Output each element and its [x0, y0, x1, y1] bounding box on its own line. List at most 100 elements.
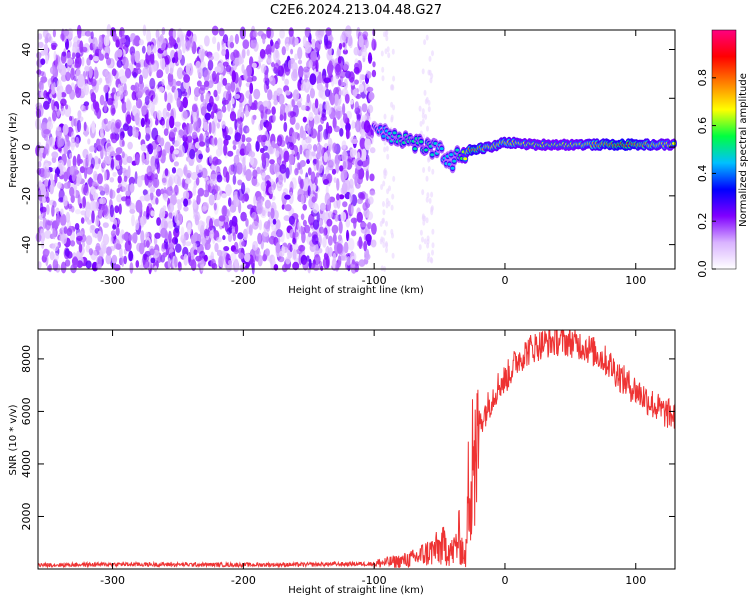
signal-core — [413, 147, 417, 151]
spectrogram-noise-blob — [126, 100, 132, 112]
spectrogram-noise-blob — [192, 201, 197, 210]
spectrogram-noise-blob — [232, 232, 237, 242]
spectrogram-noise-blob — [82, 158, 89, 169]
spectrogram-noise-blob — [86, 219, 93, 225]
spectrogram-noise-blob — [145, 127, 152, 134]
spectrogram-noise-blob — [424, 113, 428, 120]
spectrogram-noise-blob — [79, 203, 83, 209]
spectrogram-noise-blob — [55, 126, 62, 132]
spectrogram-noise-blob — [358, 259, 366, 267]
spectrogram-noise-blob — [59, 213, 67, 226]
spectrogram-noise-blob — [342, 42, 346, 48]
spectrogram-noise-blob — [43, 43, 49, 56]
x-tick-label: 0 — [501, 574, 508, 587]
spectrogram-noise-blob — [165, 118, 170, 131]
spectrogram-noise-blob — [426, 192, 430, 199]
spectrogram-noise-blob — [55, 213, 61, 227]
spectrogram-noise-blob — [51, 151, 59, 159]
spectrogram-noise-blob — [391, 193, 395, 200]
spectrogram-noise-blob — [212, 36, 217, 45]
spectrogram-noise-blob — [35, 232, 42, 243]
spectrogram-noise-blob — [45, 196, 50, 203]
spectrogram-noise-blob — [190, 234, 195, 245]
spectrogram-noise-blob — [234, 132, 241, 142]
spectrogram-noise-blob — [225, 48, 230, 61]
spectrogram-noise-blob — [427, 69, 431, 76]
spectrogram-noise-blob — [150, 155, 156, 169]
spectrogram-noise-blob — [191, 104, 198, 113]
snr-y-axis-label: SNR (10 * v/v) — [8, 404, 19, 475]
spectrogram-noise-blob — [327, 235, 333, 246]
spectrogram-noise-blob — [169, 37, 176, 46]
spectrogram-noise-blob — [227, 150, 234, 157]
colorbar-tick-label: 0.4 — [696, 165, 709, 183]
spectrogram-noise-blob — [215, 73, 220, 84]
y-tick-label: 0 — [20, 144, 33, 151]
spectrogram-noise-blob — [124, 240, 132, 252]
y-tick-label: -20 — [20, 187, 33, 205]
spectrogram-noise-blob — [51, 88, 56, 95]
spectrogram-noise-blob — [163, 128, 169, 137]
spectrogram-noise-blob — [161, 27, 166, 35]
spectrogram-noise-blob — [392, 75, 396, 82]
spectrogram-noise-blob — [103, 183, 110, 193]
spectrogram-noise-blob — [99, 190, 106, 196]
snr-x-axis-label: Height of straight line (km) — [288, 585, 424, 596]
spectrogram-noise-blob — [60, 261, 67, 274]
spectrogram-noise-blob — [150, 210, 155, 217]
spectrogram-noise-blob — [236, 162, 243, 175]
spectrogram-noise-blob — [427, 156, 430, 163]
spectrogram-y-ticks: -40 -20 0 20 40 — [20, 43, 675, 254]
spectrogram-noise-blob — [199, 141, 206, 147]
spectrogram-noise-blob — [325, 27, 332, 36]
spectrogram-noise-blob — [105, 246, 112, 256]
spectrogram-noise-blob — [182, 96, 188, 109]
spectrogram-noise-blob — [326, 255, 330, 269]
spectrogram-noise-blob — [294, 168, 299, 176]
spectrogram-noise-blob — [200, 106, 207, 116]
spectrogram-noise-blob — [331, 168, 337, 175]
spectrogram-noise-blob — [109, 177, 115, 183]
spectrogram-noise-blob — [232, 61, 238, 71]
spectrogram-noise-blob — [237, 232, 244, 240]
spectrogram-noise-blob — [431, 50, 434, 57]
spectrogram-noise-blob — [66, 57, 73, 66]
spectrogram-noise-blob — [40, 88, 44, 100]
spectrogram-noise-blob — [334, 214, 339, 222]
spectrogram-noise-blob — [155, 29, 160, 39]
spectrogram-noise-blob — [156, 69, 164, 78]
spectrogram-noise-blob — [294, 37, 299, 46]
spectrogram-noise-blob — [63, 143, 68, 155]
spectrogram-noise-blob — [177, 49, 183, 61]
spectrogram-noise-blob — [311, 234, 319, 245]
spectrogram-noise-blob — [95, 217, 100, 227]
spectrogram-noise-blob — [249, 156, 255, 166]
spectrogram-noise-blob — [285, 256, 291, 265]
spectrogram-noise-blob — [120, 37, 127, 44]
spectrogram-noise-blob — [85, 235, 93, 246]
spectrogram-noise-blob — [135, 260, 140, 268]
spectrogram-noise-blob — [187, 222, 192, 235]
spectrogram-noise-blob — [76, 250, 83, 260]
spectrogram-noise-blob — [221, 105, 227, 113]
spectrogram-noise-blob — [308, 59, 313, 69]
spectrogram-noise-blob — [267, 146, 274, 155]
spectrogram-noise-blob — [383, 169, 386, 176]
spectrogram-noise-blob — [258, 219, 262, 231]
spectrogram-noise-blob — [276, 229, 283, 238]
spectrogram-noise-blob — [132, 39, 136, 46]
spectrogram-noise-blob — [175, 243, 182, 253]
spectrogram-noise-blob — [154, 232, 161, 239]
spectrogram-noise-blob — [332, 209, 338, 216]
spectrogram-noise-blob — [337, 255, 342, 268]
spectrogram-noise-blob — [203, 80, 210, 88]
spectrogram-noise-blob — [96, 263, 102, 270]
spectrogram-noise-blob — [73, 185, 77, 199]
spectrogram-noise-blob — [44, 179, 49, 187]
spectrogram-noise-blob — [228, 259, 233, 266]
spectrogram-noise-blob — [246, 127, 250, 133]
snr-series-line — [37, 329, 676, 569]
spectrogram-noise-blob — [141, 105, 148, 115]
spectrogram-noise-blob — [149, 191, 154, 201]
